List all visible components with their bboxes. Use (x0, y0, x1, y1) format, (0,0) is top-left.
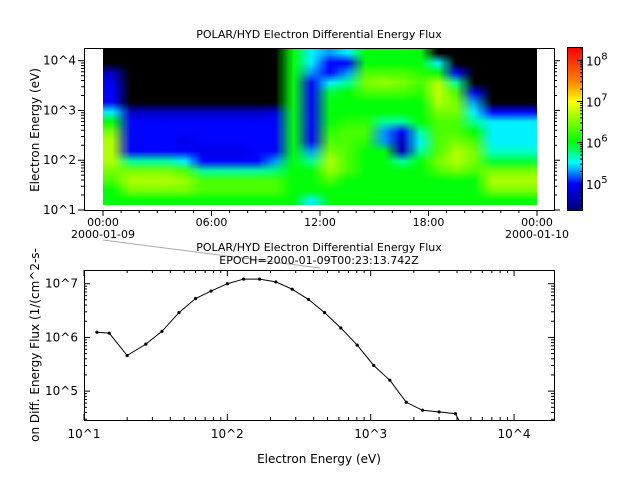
x-tick-label-time: 06:00 (196, 216, 228, 229)
data-point (177, 310, 181, 315)
x-tick-label-time: 12:00 (304, 216, 336, 229)
y-tick-label: 10^3 (43, 103, 76, 117)
spectrogram-image (103, 48, 537, 205)
data-point (274, 280, 278, 284)
spectrum-frame (84, 270, 555, 421)
y-tick-label: 10^2 (43, 153, 76, 167)
data-point (404, 400, 408, 404)
spectrum-x-label: Electron Energy (eV) (257, 452, 381, 466)
spectrogram-title: POLAR/HYD Electron Differential Energy F… (196, 28, 442, 41)
data-point (306, 297, 311, 302)
data-point (372, 363, 376, 368)
x-tick-label-time: 00:00 (521, 216, 553, 229)
data-point (107, 331, 111, 335)
data-point (209, 289, 213, 293)
data-point (437, 410, 441, 414)
spectrum-series (95, 277, 460, 420)
x-tick-label-time: 18:00 (413, 216, 445, 229)
y-tick-label: 10^5 (45, 384, 78, 398)
data-point (323, 310, 327, 315)
data-point (125, 353, 129, 358)
data-point (242, 277, 246, 281)
data-point (144, 342, 148, 346)
x-tick-label-time: 00:00 (87, 216, 119, 229)
x-tick-label-date: 2000-01-09 (71, 228, 135, 241)
y-tick-label: 10^1 (43, 203, 76, 217)
x-tick-label: 10^4 (498, 427, 531, 441)
y-tick-label: 10^4 (43, 54, 76, 68)
spectrum-y-label: on Diff. Energy Flux (1/(cm^2-s- (28, 248, 42, 442)
data-point (225, 282, 229, 286)
data-point (355, 343, 359, 347)
data-point (160, 329, 164, 333)
data-point (258, 277, 262, 281)
data-point (420, 408, 425, 412)
colorbar (568, 48, 582, 210)
x-tick-label: 10^2 (211, 427, 244, 441)
epoch-indicator-line (102, 239, 321, 269)
data-point (193, 296, 198, 301)
spectrum-title: POLAR/HYD Electron Differential Energy F… (196, 241, 442, 254)
spectrum-line (96, 278, 460, 420)
x-tick-label: 10^1 (68, 427, 101, 441)
data-point (339, 326, 343, 330)
x-tick-label-date: 2000-01-10 (505, 228, 569, 241)
data-point (95, 330, 99, 334)
spectrogram-y-label: Electron Energy (eV) (28, 68, 42, 192)
y-tick-label: 10^6 (45, 330, 78, 344)
spectrum-epoch: EPOCH=2000-01-09T00:23:13.742Z (219, 254, 419, 267)
x-tick-label: 10^3 (354, 427, 387, 441)
data-point (290, 287, 294, 291)
y-tick-label: 10^7 (45, 277, 78, 291)
data-point (453, 412, 458, 416)
data-point (388, 378, 392, 382)
spectrum-axes: 10^1 10^2 10^3 10^4 10^5 10^6 10^7 (45, 270, 555, 441)
